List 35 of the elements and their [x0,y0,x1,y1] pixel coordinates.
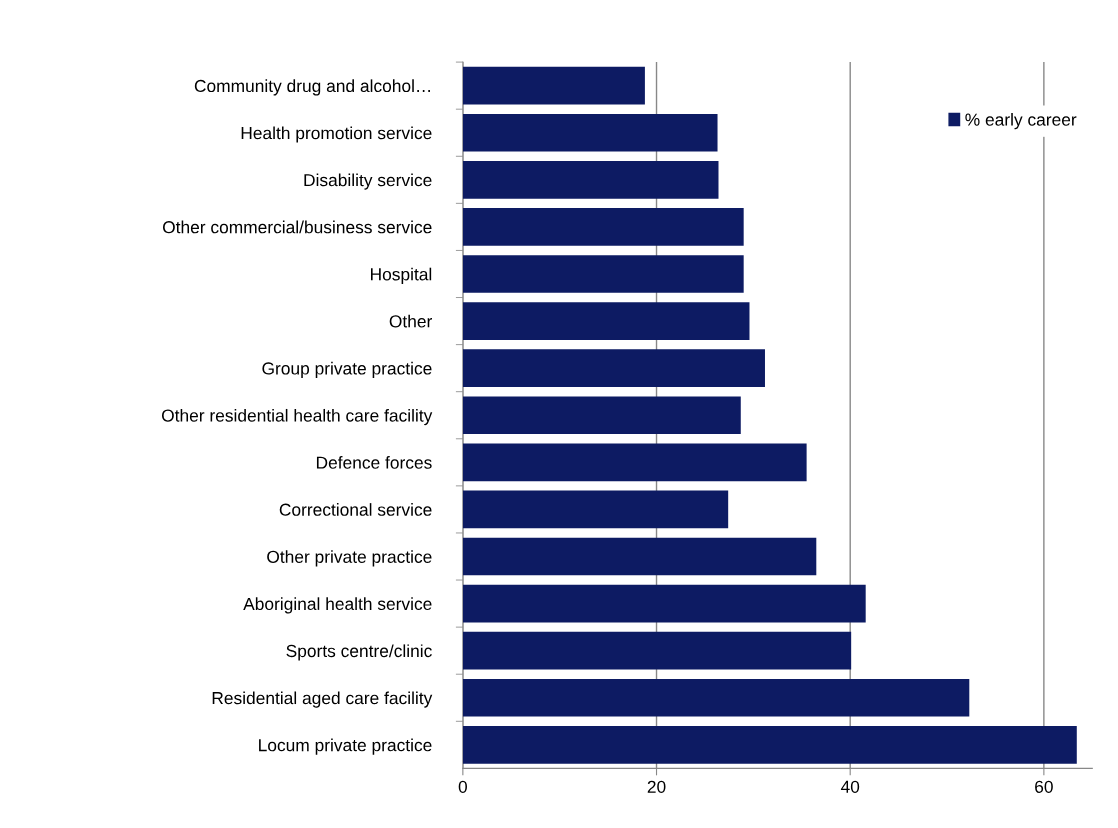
bar [462,490,729,529]
y-tick-label: Sports centre/clinic [286,644,432,661]
bar [462,66,645,105]
y-tick-label: Residential aged care facility [212,691,433,708]
y-tick-label: Defence forces [316,456,432,469]
y-tick-label: Aboriginal health service [243,597,432,614]
bar [462,113,718,152]
y-tick-label: Other private practice [267,550,432,567]
y-tick-label: Community drug and alcohol… [194,79,430,96]
x-tick-label: 40 [840,780,860,793]
bar [462,631,852,670]
x-tick-label: 20 [647,780,666,793]
y-tick-label: Disability service [304,173,432,190]
y-tick-label: Locum private practice [259,738,432,755]
bar [462,160,719,199]
bar [462,302,750,340]
y-tick-label: Correctional service [279,503,432,516]
bar [462,443,807,482]
y-tick-label: Health promotion service [241,126,432,143]
y-tick-label: Group private practice [262,361,432,379]
bar [462,537,817,576]
bar [462,726,1077,764]
y-tick-label: Hospital [371,267,432,284]
y-tick-label: Other [389,314,433,328]
bar [462,584,866,623]
y-tick-label: Other commercial/business service [162,220,432,234]
x-tick-label: 60 [1035,780,1053,793]
bar [462,255,744,293]
bar [462,396,741,435]
bar [462,678,970,717]
y-tick-label: Other residential health care facility [161,408,433,426]
bar [462,208,744,246]
legend-label: % early career [965,113,1077,130]
x-tick-label: 0 [458,780,467,793]
bar [462,349,765,387]
